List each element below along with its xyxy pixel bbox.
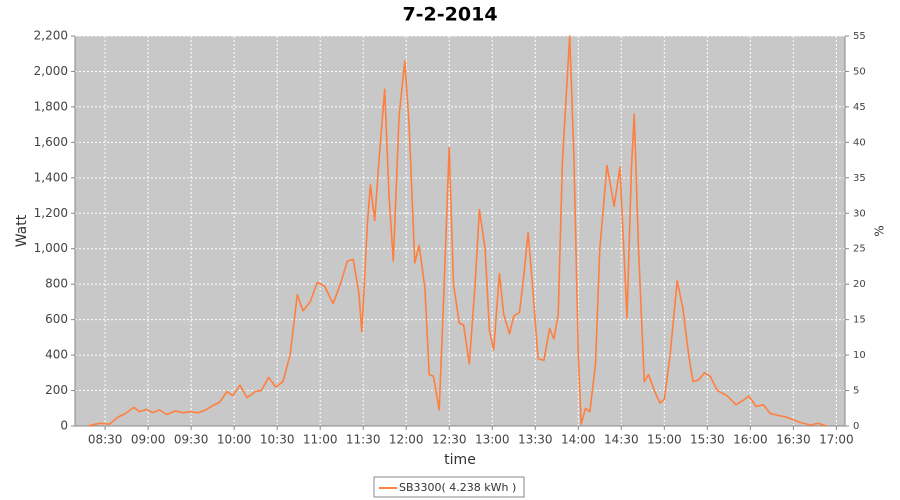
x-tick-label: 09:00: [131, 433, 166, 447]
y2-tick-label: 50: [853, 66, 866, 77]
y-tick-label: 2,200: [34, 29, 68, 43]
x-axis-label: time: [444, 452, 476, 468]
y2-tick-label: 0: [853, 421, 859, 432]
y2-tick-label: 55: [853, 31, 866, 42]
x-tick-label: 15:00: [647, 433, 682, 447]
x-tick-label: 13:00: [475, 433, 510, 447]
legend-label: SB3300( 4.238 kWh ): [399, 481, 516, 494]
y-tick-label: 800: [45, 277, 68, 291]
x-tick-label: 13:30: [518, 433, 553, 447]
y-axis-label: Watt: [14, 214, 30, 247]
x-tick-label: 08:30: [88, 433, 123, 447]
x-tick-label: 10:30: [260, 433, 295, 447]
y-tick-label: 2,000: [34, 64, 68, 78]
y2-tick-label: 45: [853, 102, 866, 113]
x-tick-label: 11:00: [303, 433, 338, 447]
y2-tick-label: 10: [853, 350, 866, 361]
y2-tick-label: 20: [853, 279, 866, 290]
x-tick-label: 14:30: [604, 433, 639, 447]
y-tick-label: 1,000: [34, 241, 68, 255]
y2-tick-label: 5: [853, 386, 859, 397]
y2-axis-label: %: [873, 225, 887, 236]
x-tick-label: 09:30: [174, 433, 209, 447]
y-tick-label: 1,800: [34, 99, 68, 113]
x-tick-label: 17:00: [819, 433, 854, 447]
line-series: [87, 35, 827, 427]
x-tick-label: 16:00: [733, 433, 768, 447]
x-tick-label: 12:00: [389, 433, 424, 447]
y-tick-label: 200: [45, 383, 68, 397]
x-tick-label: 15:30: [690, 433, 725, 447]
y2-tick-label: 40: [853, 137, 866, 148]
y2-tick-label: 15: [853, 315, 866, 326]
y-tick-label: 1,400: [34, 170, 68, 184]
y-tick-label: 1,200: [34, 206, 68, 220]
y2-tick-label: 35: [853, 173, 866, 184]
legend-box: [373, 476, 525, 498]
x-tick-label: 12:30: [432, 433, 467, 447]
y2-tick-label: 25: [853, 244, 866, 255]
x-tick-label: 10:00: [217, 433, 252, 447]
y-tick-label: 1,600: [34, 135, 68, 149]
x-tick-label: 11:30: [346, 433, 381, 447]
plot-area: [75, 36, 845, 426]
y-tick-label: 600: [45, 312, 68, 326]
x-tick-label: 16:30: [776, 433, 811, 447]
y2-tick-label: 30: [853, 208, 866, 219]
y-tick-label: 400: [45, 348, 68, 362]
chart-title: 7-2-2014: [402, 4, 497, 26]
y-tick-label: 0: [60, 419, 68, 433]
x-tick-label: 14:00: [561, 433, 596, 447]
